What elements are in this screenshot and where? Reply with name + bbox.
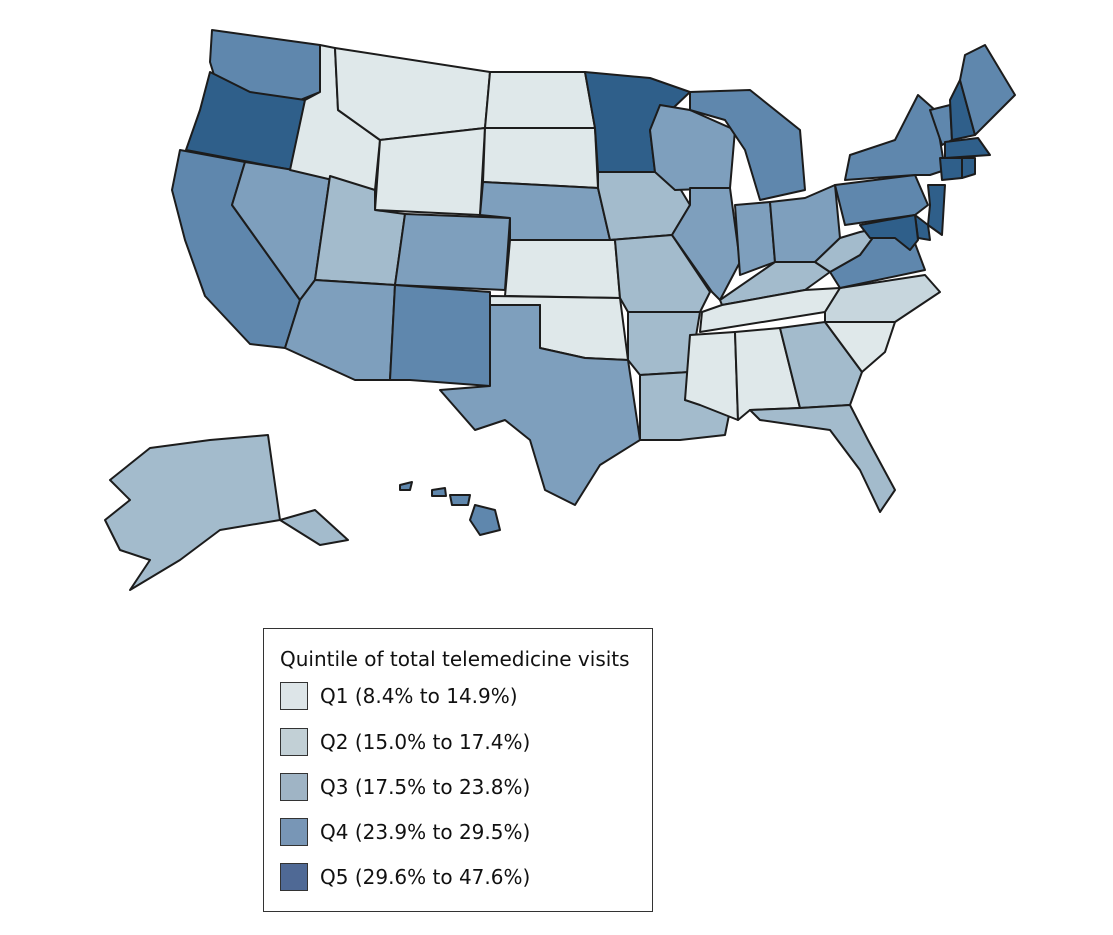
legend-item-q4: Q4 (23.9% to 29.5%) <box>280 817 530 847</box>
legend-item-q5: Q5 (29.6% to 47.6%) <box>280 862 530 892</box>
hi-island-1 <box>399 481 413 491</box>
state-hi <box>469 504 501 536</box>
state-wi <box>649 104 736 191</box>
state-ct <box>939 157 963 181</box>
legend-item-q2: Q2 (15.0% to 17.4%) <box>280 727 530 757</box>
state-ak <box>104 434 349 591</box>
legend-swatch-q5 <box>280 863 308 891</box>
state-il <box>671 187 741 301</box>
legend-label-q1: Q1 (8.4% to 14.9%) <box>320 684 518 708</box>
legend-item-q3: Q3 (17.5% to 23.8%) <box>280 772 530 802</box>
state-me <box>959 44 1016 136</box>
state-ri <box>961 157 976 179</box>
state-in <box>734 201 776 276</box>
legend-title: Quintile of total telemedicine visits <box>280 647 630 671</box>
legend-label-q2: Q2 (15.0% to 17.4%) <box>320 730 531 754</box>
legend-swatch-q4 <box>280 818 308 846</box>
state-ga <box>779 321 863 409</box>
hi-island-3 <box>449 494 471 506</box>
state-ny <box>844 94 946 181</box>
state-sd <box>482 127 599 189</box>
state-ks <box>504 239 621 299</box>
map-legend: Quintile of total telemedicine visits Q1… <box>263 628 653 912</box>
legend-swatch-q2 <box>280 728 308 756</box>
state-mi <box>689 89 806 201</box>
legend-item-q1: Q1 (8.4% to 14.9%) <box>280 681 518 711</box>
us-choropleth-map <box>104 29 1016 591</box>
state-co <box>394 213 511 291</box>
state-md <box>859 214 919 251</box>
legend-swatch-q3 <box>280 773 308 801</box>
legend-label-q3: Q3 (17.5% to 23.8%) <box>320 775 531 799</box>
state-nj <box>927 184 946 236</box>
state-ms <box>684 331 739 421</box>
state-nm <box>389 284 491 387</box>
state-ma <box>944 137 991 159</box>
legend-label-q5: Q5 (29.6% to 47.6%) <box>320 865 531 889</box>
state-fl <box>749 404 896 513</box>
state-nd <box>484 71 596 129</box>
hi-island-2 <box>431 487 447 497</box>
legend-swatch-q1 <box>280 682 308 710</box>
state-wy <box>374 127 486 216</box>
state-tx <box>439 304 641 506</box>
legend-label-q4: Q4 (23.9% to 29.5%) <box>320 820 531 844</box>
